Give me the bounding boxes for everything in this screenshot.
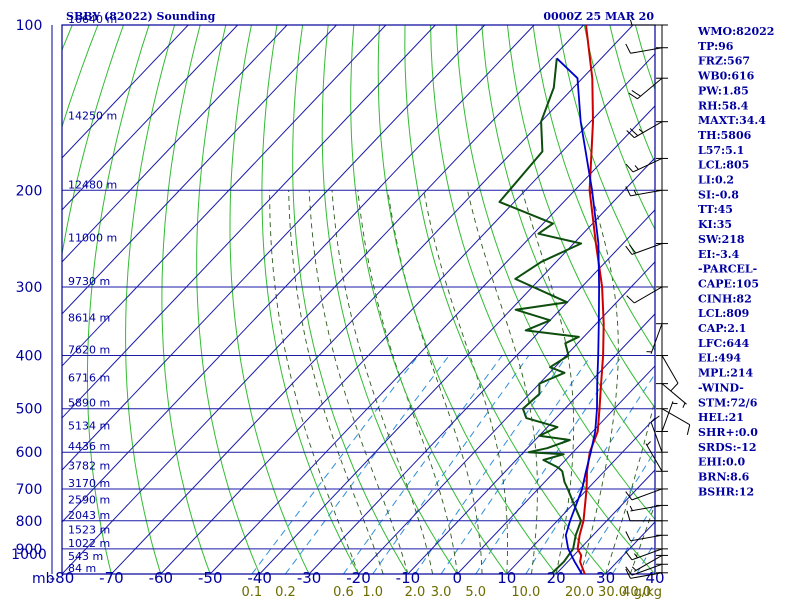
index-entry: RH:58.4	[698, 99, 749, 112]
height-label: 543 m	[68, 550, 103, 563]
index-entry: -WIND-	[698, 381, 744, 394]
index-entry: CAP:2.1	[698, 322, 746, 335]
height-label: 5134 m	[68, 419, 110, 432]
height-label: 14250 m	[68, 110, 117, 123]
pressure-tick-label: 400	[16, 349, 43, 365]
index-entry: TT:45	[698, 203, 733, 216]
pressure-tick-label: 700	[16, 482, 43, 498]
index-entry: LFC:644	[698, 337, 750, 350]
index-entry: EHI:0.0	[698, 456, 745, 469]
height-label: 2043 m	[68, 509, 110, 522]
height-label: 12480 m	[68, 178, 117, 191]
index-entry: BRN:8.6	[698, 471, 750, 484]
height-label: 6716 m	[68, 372, 110, 385]
index-entry: SI:-0.8	[698, 188, 739, 201]
height-label: 2590 m	[68, 493, 110, 506]
index-entry: EI:-3.4	[698, 248, 740, 261]
mixing-ratio-unit-label: g/kg	[634, 585, 662, 600]
index-entry: WMO:82022	[697, 25, 774, 38]
height-label: 7620 m	[68, 344, 110, 357]
pressure-tick-label: 200	[16, 183, 43, 199]
height-label: 9730 m	[68, 275, 110, 288]
index-entry: TP:96	[698, 40, 734, 53]
mixing-ratio-label: 10.0	[511, 585, 540, 600]
index-entry: EL:494	[698, 352, 741, 365]
mixing-ratio-label: 0.2	[275, 585, 296, 600]
index-entry: MAXT:34.4	[698, 114, 766, 127]
height-label: 4436 m	[68, 440, 110, 453]
temperature-tick-label: -70	[99, 569, 124, 587]
height-label: 8614 m	[68, 312, 110, 325]
pressure-tick-label: 100	[16, 18, 43, 34]
temperature-tick-label: -50	[198, 569, 223, 587]
mixing-ratio-label: 0.6	[333, 585, 354, 600]
index-entry: SW:218	[698, 233, 745, 246]
pressure-tick-label: 800	[16, 514, 43, 530]
index-entry: SHR+:0.0	[698, 426, 758, 439]
index-entry: WB0:616	[697, 70, 755, 83]
index-entry: BSHR:12	[698, 485, 754, 498]
mixing-ratio-label: 5.0	[465, 585, 486, 600]
index-entry: TH:5806	[698, 129, 752, 142]
index-entry: PW:1.85	[698, 84, 749, 97]
index-entry: LI:0.2	[698, 174, 734, 187]
mixing-ratio-label: 1.0	[362, 585, 383, 600]
index-entry: KI:35	[698, 218, 732, 231]
temperature-tick-label: -60	[149, 569, 174, 587]
height-label: 5890 m	[68, 397, 110, 410]
index-entry: LCL:805	[698, 159, 749, 172]
height-label: 1523 m	[68, 523, 110, 536]
index-entry: MPL:214	[698, 367, 754, 380]
index-entry: L57:5.1	[698, 144, 744, 157]
height-label: 11000 m	[68, 231, 117, 244]
time-title: 0000Z 25 MAR 20	[543, 10, 654, 23]
temperature-tick-label: 0	[453, 569, 463, 587]
index-entry: STM:72/6	[698, 396, 758, 409]
temperature-tick-label: -30	[297, 569, 322, 587]
height-label: 84 m	[68, 562, 96, 575]
pressure-tick-label: 300	[16, 280, 43, 296]
mixing-ratio-label: 2.0	[405, 585, 426, 600]
index-entry: HEL:21	[698, 411, 744, 424]
pressure-tick-label: 600	[16, 445, 43, 461]
mixing-ratio-label: 0.1	[242, 585, 263, 600]
index-entry: FRZ:567	[698, 55, 750, 68]
index-entry: -PARCEL-	[698, 263, 757, 276]
mixing-ratio-label: 3.0	[431, 585, 452, 600]
height-label: 3170 m	[68, 477, 110, 490]
height-label: 16640 m	[68, 13, 117, 26]
mixing-ratio-label: 20.0	[565, 585, 594, 600]
height-label: 1022 m	[68, 537, 110, 550]
height-label: 3782 m	[68, 459, 110, 472]
pressure-tick-label: 500	[16, 402, 43, 418]
index-entry: LCL:809	[698, 307, 749, 320]
pressure-tick-label: 1000	[11, 547, 47, 563]
index-entry: CAPE:105	[698, 277, 759, 290]
index-entry: SRDS:-12	[698, 441, 757, 454]
temperature-tick-label: 20	[547, 569, 566, 587]
index-entry: CINH:82	[698, 292, 752, 305]
